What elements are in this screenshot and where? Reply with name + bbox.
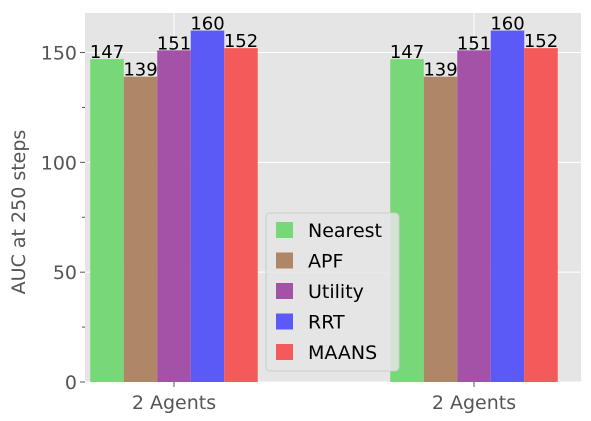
bar-value-label: 147 bbox=[90, 42, 124, 63]
bar-value-label: 151 bbox=[457, 33, 491, 54]
bar-value-label: 139 bbox=[423, 60, 457, 81]
legend-swatch-apf bbox=[276, 252, 293, 269]
bar-value-label: 147 bbox=[390, 42, 424, 63]
bar-value-label: 160 bbox=[490, 14, 524, 35]
bar-value-label: 139 bbox=[123, 60, 157, 81]
legend-swatch-nearest bbox=[276, 222, 293, 238]
bar-rrt bbox=[190, 30, 225, 382]
y-tick-label: 150 bbox=[41, 43, 77, 65]
bar-nearest bbox=[90, 59, 124, 382]
y-axis-label: AUC at 250 steps bbox=[8, 130, 30, 295]
legend-swatch-utility bbox=[276, 283, 293, 299]
x-axis: 2 Agents 2 Agents bbox=[132, 382, 516, 414]
y-axis: 0 50 100 150 bbox=[41, 43, 85, 394]
legend-label-nearest: Nearest bbox=[308, 220, 382, 242]
y-tick-label: 0 bbox=[65, 372, 77, 394]
bar-value-label: 160 bbox=[190, 14, 224, 35]
bar-utility bbox=[457, 50, 491, 382]
bar-value-label: 151 bbox=[157, 33, 191, 54]
y-tick-label: 100 bbox=[41, 152, 77, 174]
x-tick-label: 2 Agents bbox=[432, 392, 516, 414]
bar-rrt bbox=[490, 30, 525, 382]
legend-swatch-maans bbox=[276, 344, 293, 360]
bar-apf bbox=[123, 76, 158, 383]
legend-label-maans: MAANS bbox=[308, 342, 377, 364]
bar-value-label: 152 bbox=[524, 31, 558, 52]
legend-swatch-rrt bbox=[276, 313, 293, 330]
bar-utility bbox=[157, 50, 191, 382]
legend-label-apf: APF bbox=[308, 251, 343, 273]
legend-label-utility: Utility bbox=[308, 281, 364, 303]
bar-apf bbox=[423, 76, 458, 383]
legend-label-rrt: RRT bbox=[308, 312, 345, 334]
bar-maans bbox=[524, 48, 558, 383]
bar-maans bbox=[224, 48, 258, 383]
bar-value-label: 152 bbox=[224, 31, 258, 52]
y-tick-label: 50 bbox=[53, 262, 77, 284]
x-tick-label: 2 Agents bbox=[132, 392, 216, 414]
legend-box bbox=[265, 212, 400, 372]
legend: Nearest APF Utility RRT MAANS bbox=[265, 212, 400, 372]
